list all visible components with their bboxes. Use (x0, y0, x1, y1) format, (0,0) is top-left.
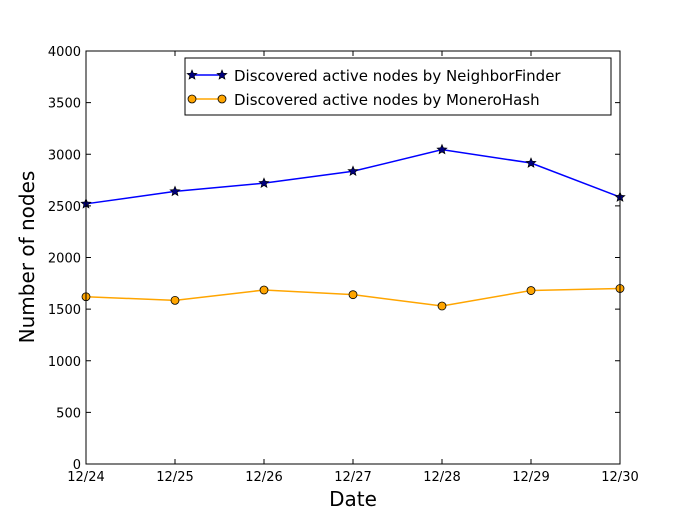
x-tick-label: 12/24 (67, 470, 104, 485)
legend-item: Discovered active nodes by MoneroHash (187, 91, 540, 109)
data-point (169, 185, 181, 197)
legend-marker (187, 94, 197, 104)
x-tick-label: 12/27 (334, 470, 371, 485)
legend-label: Discovered active nodes by NeighborFinde… (234, 67, 561, 85)
data-point (170, 295, 180, 305)
data-point (436, 143, 448, 155)
data-point (259, 285, 269, 295)
data-point (258, 177, 270, 188)
data-point (347, 165, 359, 177)
x-tick-label: 12/29 (512, 470, 549, 485)
y-tick-label: 4000 (48, 45, 81, 60)
x-tick-label: 12/26 (245, 470, 282, 485)
x-tick-label: 12/28 (423, 470, 460, 485)
data-point (525, 157, 537, 168)
series-0 (80, 143, 626, 209)
series-1 (81, 284, 625, 311)
legend-item: Discovered active nodes by NeighborFinde… (186, 67, 561, 85)
y-tick-label: 2500 (48, 200, 81, 215)
y-tick-label: 1500 (48, 303, 81, 318)
y-tick-label: 1000 (48, 355, 81, 370)
legend: Discovered active nodes by NeighborFinde… (184, 57, 612, 116)
data-point (526, 286, 536, 295)
legend-marker (216, 69, 228, 80)
data-point (437, 301, 447, 311)
y-axis-label: Number of nodes (15, 171, 39, 344)
legend-marker (217, 94, 227, 104)
data-point (348, 290, 358, 300)
legend-marker (186, 69, 198, 80)
y-tick-label: 3000 (48, 148, 81, 163)
y-tick-label: 500 (56, 406, 81, 421)
legend-box (184, 57, 612, 116)
y-tick-label: 3500 (48, 97, 81, 112)
y-tick-label: 0 (73, 458, 81, 473)
x-tick-label: 12/25 (156, 470, 193, 485)
series-line (85, 148, 621, 205)
legend-label: Discovered active nodes by MoneroHash (234, 91, 540, 109)
x-axis-label: Date (329, 487, 377, 511)
y-tick-label: 2000 (48, 252, 81, 267)
x-tick-label: 12/30 (601, 470, 638, 485)
